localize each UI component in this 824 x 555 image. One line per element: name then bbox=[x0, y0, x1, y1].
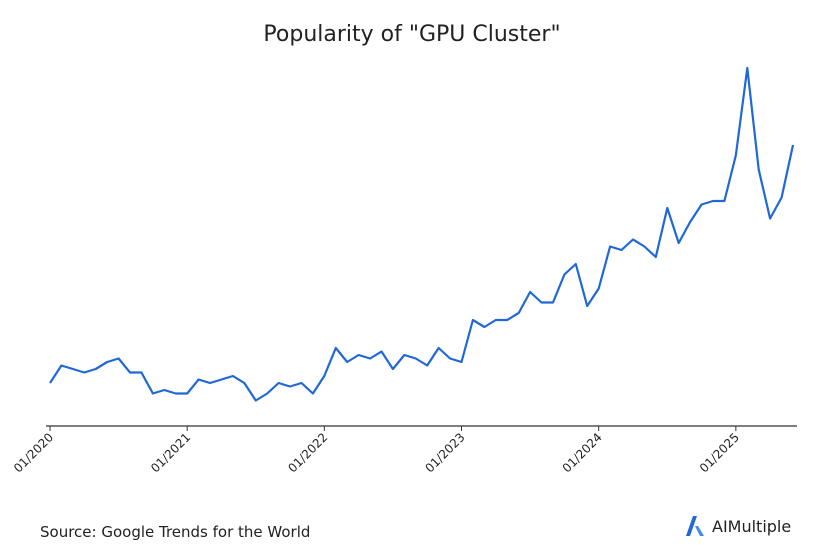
source-note: Source: Google Trends for the World bbox=[40, 523, 311, 541]
brand-name: AIMultiple bbox=[712, 516, 792, 536]
x-tick-label: 01/2025 bbox=[697, 430, 742, 475]
brand-logo: AIMultiple bbox=[684, 514, 791, 538]
aimultiple-logo-icon bbox=[686, 516, 704, 536]
x-tick-label: 01/2022 bbox=[285, 430, 330, 475]
series-line bbox=[49, 66, 795, 402]
x-tick-label: 01/2020 bbox=[11, 430, 56, 475]
plot-area: 01/2020 01/2021 01/2022 01/2023 01/2024 01/20… bbox=[11, 66, 797, 475]
x-tick-label: 01/2024 bbox=[560, 430, 605, 475]
chart-title: Popularity of "GPU Cluster" bbox=[263, 22, 561, 47]
x-tick-label: 01/2021 bbox=[148, 430, 193, 475]
x-tick-label: 01/2023 bbox=[422, 430, 467, 475]
